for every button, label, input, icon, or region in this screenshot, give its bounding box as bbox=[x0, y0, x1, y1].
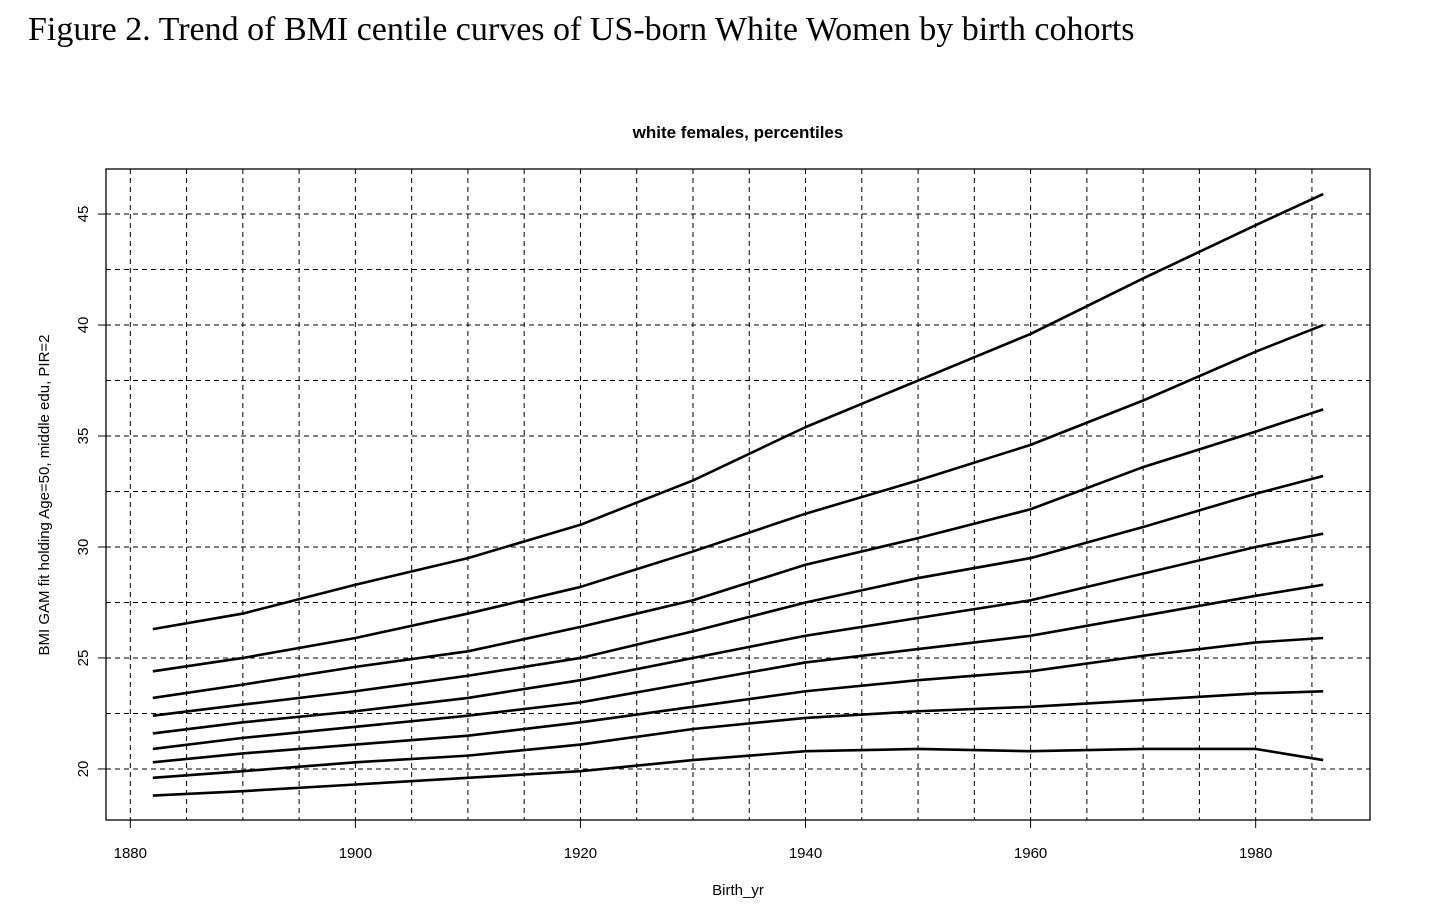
centile-line bbox=[152, 192, 1324, 631]
x-tick-label: 1900 bbox=[339, 845, 372, 862]
y-axis-label: BMI GAM fit holding Age=50, middle edu, … bbox=[36, 334, 53, 655]
centile-line bbox=[152, 323, 1324, 673]
x-tick-label: 1960 bbox=[1014, 845, 1047, 862]
y-tick-label: 20 bbox=[75, 761, 92, 778]
centile-line bbox=[152, 532, 1324, 735]
plot-frame bbox=[105, 168, 1371, 821]
x-tick-label: 1880 bbox=[114, 845, 147, 862]
centile-line bbox=[152, 636, 1324, 764]
x-tick-label: 1920 bbox=[564, 845, 597, 862]
centile-line bbox=[152, 747, 1324, 797]
centile-line bbox=[152, 408, 1324, 700]
x-tick-label: 1940 bbox=[789, 845, 822, 862]
centile-line bbox=[152, 689, 1324, 780]
y-tick-label: 45 bbox=[75, 206, 92, 223]
chart-title: white females, percentiles bbox=[632, 123, 844, 142]
y-tick-label: 35 bbox=[75, 428, 92, 445]
y-tick-label: 40 bbox=[75, 317, 92, 334]
x-axis-label: Birth_yr bbox=[712, 882, 764, 899]
centile-line bbox=[152, 474, 1324, 717]
y-tick-label: 30 bbox=[75, 539, 92, 556]
centile-line bbox=[152, 583, 1324, 751]
y-tick-label: 25 bbox=[75, 650, 92, 667]
x-tick-label: 1980 bbox=[1239, 845, 1272, 862]
figure-caption: Figure 2. Trend of BMI centile curves of… bbox=[28, 11, 1135, 48]
